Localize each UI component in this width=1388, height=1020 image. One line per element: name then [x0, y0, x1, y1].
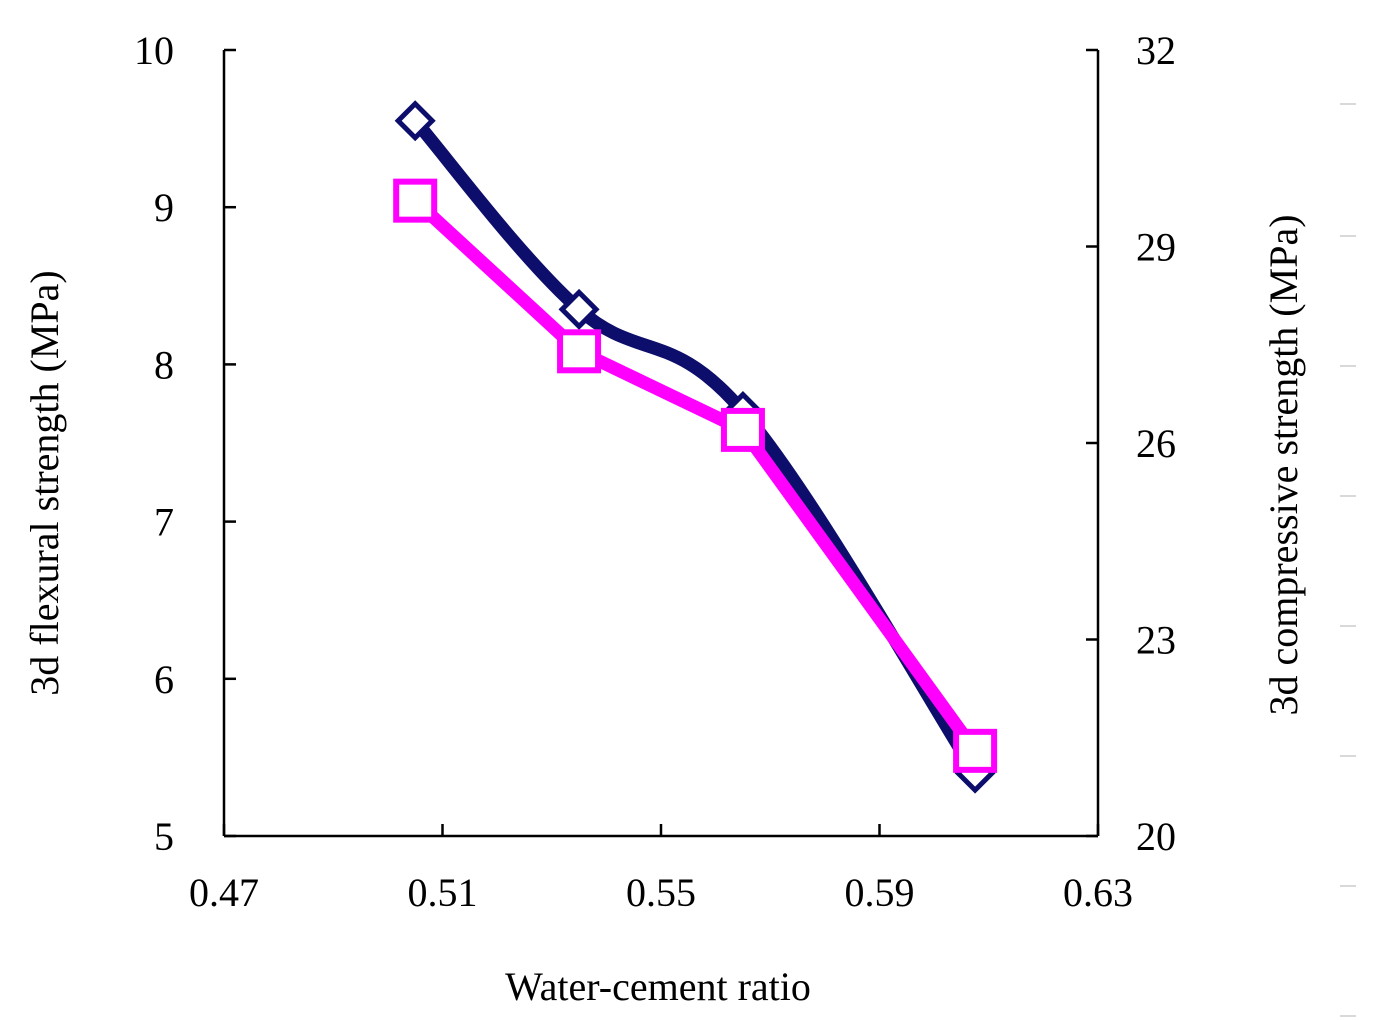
- x-tick-label: 0.55: [626, 870, 696, 915]
- y2-tick-label: 29: [1136, 225, 1176, 270]
- data-point-square: [393, 178, 438, 223]
- y2-tick-label: 20: [1136, 814, 1176, 859]
- x-tick-label: 0.51: [408, 870, 478, 915]
- y2-tick-label: 23: [1136, 618, 1176, 663]
- axes: [222, 50, 1100, 838]
- y-tick-label: 6: [154, 657, 174, 702]
- x-tick-label: 0.47: [189, 870, 259, 915]
- data-point-square: [720, 407, 765, 452]
- y-tick-label: 9: [154, 185, 174, 230]
- data-point-square: [557, 329, 602, 374]
- x-axis-title: Water-cement ratio: [505, 964, 811, 1009]
- ticks: 0.47 0.51 0.55 0.59 0.63 5 6 7 8 9 10 20 23 26 29 32: [134, 28, 1176, 915]
- y2-tick-label: 26: [1136, 421, 1176, 466]
- y2-tick-label: 32: [1136, 28, 1176, 73]
- series-line: [408, 194, 982, 758]
- y-axis-right-title: 3d compressive strength (MPa): [1261, 214, 1306, 715]
- series-1: [394, 100, 996, 794]
- series-line: [408, 114, 982, 780]
- data-point-diamond: [394, 100, 436, 142]
- y-tick-label: 7: [154, 500, 174, 545]
- series-2: [393, 178, 998, 773]
- data-point-diamond: [558, 288, 600, 330]
- x-tick-label: 0.59: [845, 870, 915, 915]
- y-axis-left-title: 3d flexural strength (MPa): [22, 270, 67, 695]
- y-tick-label: 10: [134, 28, 174, 73]
- series-layer: [393, 100, 998, 794]
- margin-ticks: [1340, 103, 1356, 1017]
- y-tick-label: 5: [154, 814, 174, 859]
- x-tick-label: 0.63: [1063, 870, 1133, 915]
- y-tick-label: 8: [154, 342, 174, 387]
- data-point-square: [953, 728, 998, 773]
